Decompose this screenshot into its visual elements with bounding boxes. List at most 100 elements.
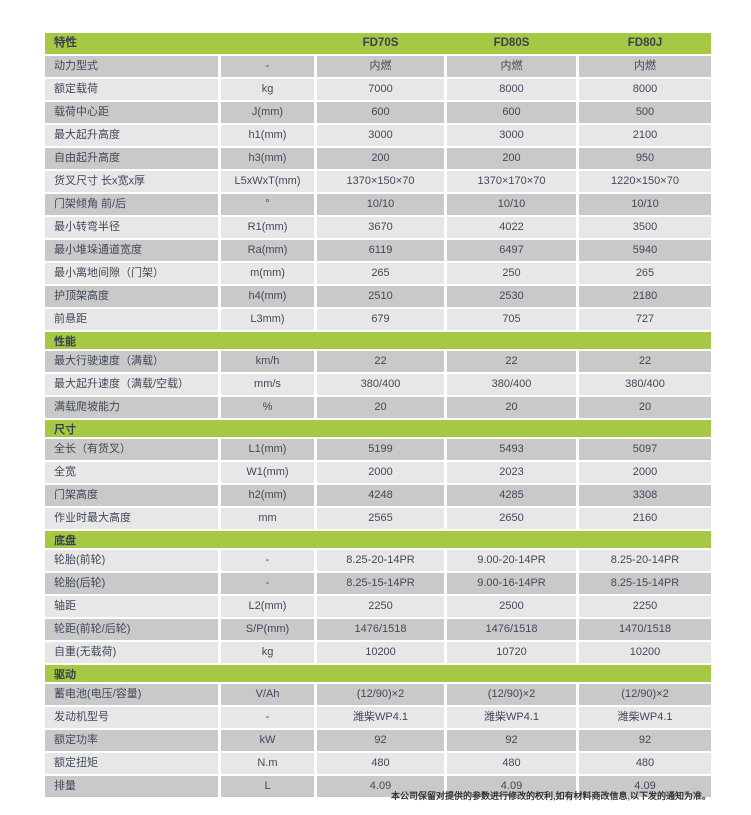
table-row: 最大起升速度（满载/空载） mm/s 380/400 380/400 380/400 xyxy=(45,374,711,395)
spec-value-cell: 20 xyxy=(447,397,576,418)
spec-value-cell: (12/90)×2 xyxy=(579,684,711,705)
table-row: 最大起升高度 h1(mm) 3000 3000 2100 xyxy=(45,125,711,146)
spec-value-cell: 2180 xyxy=(579,286,711,307)
spec-value-cell: 5493 xyxy=(447,439,576,460)
spec-value-cell: 200 xyxy=(317,148,444,169)
spec-value-cell: 2500 xyxy=(447,596,576,617)
spec-unit-cell: L5xWxT(mm) xyxy=(221,171,314,192)
table-row: 护顶架高度 h4(mm) 2510 2530 2180 xyxy=(45,286,711,307)
section-header: 性能 xyxy=(45,332,711,349)
spec-value-cell: 3500 xyxy=(579,217,711,238)
spec-value-cell: 潍柴WP4.1 xyxy=(579,707,711,728)
spec-value-cell: 9.00-16-14PR xyxy=(447,573,576,594)
spec-value-cell: 1220×150×70 xyxy=(579,171,711,192)
spec-value-cell: 10/10 xyxy=(579,194,711,215)
spec-value-cell: 950 xyxy=(579,148,711,169)
spec-value-cell: 3000 xyxy=(447,125,576,146)
spec-value-cell: 2100 xyxy=(579,125,711,146)
spec-unit-cell: S/P(mm) xyxy=(221,619,314,640)
spec-value-cell: 8.25-20-14PR xyxy=(579,550,711,571)
table-row: 自由起升高度 h3(mm) 200 200 950 xyxy=(45,148,711,169)
spec-value-cell: 380/400 xyxy=(447,374,576,395)
spec-label-cell: 动力型式 xyxy=(45,56,218,77)
spec-unit-cell: kg xyxy=(221,642,314,663)
spec-value-cell: 10/10 xyxy=(317,194,444,215)
spec-value-cell: 3308 xyxy=(579,485,711,506)
table-row: 全宽 W1(mm) 2000 2023 2000 xyxy=(45,462,711,483)
spec-unit-cell: V/Ah xyxy=(221,684,314,705)
spec-value-cell: 5097 xyxy=(579,439,711,460)
spec-label-cell: 最大行驶速度（满载） xyxy=(45,351,218,372)
spec-label-cell: 全宽 xyxy=(45,462,218,483)
spec-value-cell: 6119 xyxy=(317,240,444,261)
spec-value-cell: 8000 xyxy=(447,79,576,100)
spec-unit-cell: h3(mm) xyxy=(221,148,314,169)
spec-value-cell: 4022 xyxy=(447,217,576,238)
spec-value-cell: 600 xyxy=(447,102,576,123)
spec-value-cell: 22 xyxy=(579,351,711,372)
spec-label-cell: 额定载荷 xyxy=(45,79,218,100)
spec-value-cell: 4.09 xyxy=(317,776,444,797)
spec-value-cell: 600 xyxy=(317,102,444,123)
model-column-header-fd80s: FD80S xyxy=(493,36,530,49)
spec-value-cell: 1470/1518 xyxy=(579,619,711,640)
spec-value-cell: 4.09 xyxy=(579,776,711,797)
spec-label-cell: 载荷中心距 xyxy=(45,102,218,123)
spec-value-cell: 10720 xyxy=(447,642,576,663)
spec-value-cell: 内燃 xyxy=(579,56,711,77)
spec-value-cell: 4248 xyxy=(317,485,444,506)
section-header: 尺寸 xyxy=(45,420,711,437)
spec-value-cell: 480 xyxy=(317,753,444,774)
spec-value-cell: 4285 xyxy=(447,485,576,506)
spec-value-cell: 679 xyxy=(317,309,444,330)
spec-label-cell: 蓄电池(电压/容量) xyxy=(45,684,218,705)
spec-label-cell: 额定扭矩 xyxy=(45,753,218,774)
table-row: 自重(无载荷) kg 10200 10720 10200 xyxy=(45,642,711,663)
spec-value-cell: 10200 xyxy=(579,642,711,663)
spec-unit-cell: h4(mm) xyxy=(221,286,314,307)
spec-label-cell: 作业时最大高度 xyxy=(45,508,218,529)
spec-label-cell: 轮胎(后轮) xyxy=(45,573,218,594)
spec-unit-cell: mm xyxy=(221,508,314,529)
spec-unit-cell: Ra(mm) xyxy=(221,240,314,261)
spec-value-cell: 3670 xyxy=(317,217,444,238)
table-row: 载荷中心距 J(mm) 600 600 500 xyxy=(45,102,711,123)
spec-label-cell: 轮胎(前轮) xyxy=(45,550,218,571)
spec-value-cell: 2000 xyxy=(579,462,711,483)
spec-unit-cell: L2(mm) xyxy=(221,596,314,617)
spec-label-cell: 门架倾角 前/后 xyxy=(45,194,218,215)
spec-unit-cell: J(mm) xyxy=(221,102,314,123)
spec-value-cell: 2650 xyxy=(447,508,576,529)
spec-unit-cell: km/h xyxy=(221,351,314,372)
model-column-header-fd80j: FD80J xyxy=(627,36,663,49)
spec-unit-cell: mm/s xyxy=(221,374,314,395)
spec-label-cell: 全长（有货叉） xyxy=(45,439,218,460)
spec-value-cell: 22 xyxy=(447,351,576,372)
section-header: 底盘 xyxy=(45,531,711,548)
spec-unit-cell: h1(mm) xyxy=(221,125,314,146)
spec-value-cell: 727 xyxy=(579,309,711,330)
spec-unit-cell: - xyxy=(221,56,314,77)
spec-value-cell: 20 xyxy=(579,397,711,418)
spec-value-cell: 内燃 xyxy=(447,56,576,77)
spec-label-cell: 最小转弯半径 xyxy=(45,217,218,238)
table-row: 额定载荷 kg 7000 8000 8000 xyxy=(45,79,711,100)
spec-value-cell: 9.00-20-14PR xyxy=(447,550,576,571)
table-row: 动力型式 - 内燃 内燃 内燃 xyxy=(45,56,711,77)
spec-value-cell: 10200 xyxy=(317,642,444,663)
table-row: 作业时最大高度 mm 2565 2650 2160 xyxy=(45,508,711,529)
spec-unit-cell: m(mm) xyxy=(221,263,314,284)
feature-column-header: 特性 xyxy=(54,36,77,49)
spec-value-cell: 2530 xyxy=(447,286,576,307)
table-row: 蓄电池(电压/容量) V/Ah (12/90)×2 (12/90)×2 (12/90)×… xyxy=(45,684,711,705)
spec-label-cell: 护顶架高度 xyxy=(45,286,218,307)
spec-label-cell: 货叉尺寸 长x宽x厚 xyxy=(45,171,218,192)
spec-value-cell: 705 xyxy=(447,309,576,330)
spec-value-cell: 380/400 xyxy=(579,374,711,395)
spec-value-cell: 2160 xyxy=(579,508,711,529)
spec-value-cell: 5199 xyxy=(317,439,444,460)
spec-value-cell: 内燃 xyxy=(317,56,444,77)
spec-unit-cell: ° xyxy=(221,194,314,215)
spec-label-cell: 最小堆垛通道宽度 xyxy=(45,240,218,261)
spec-value-cell: 2250 xyxy=(579,596,711,617)
